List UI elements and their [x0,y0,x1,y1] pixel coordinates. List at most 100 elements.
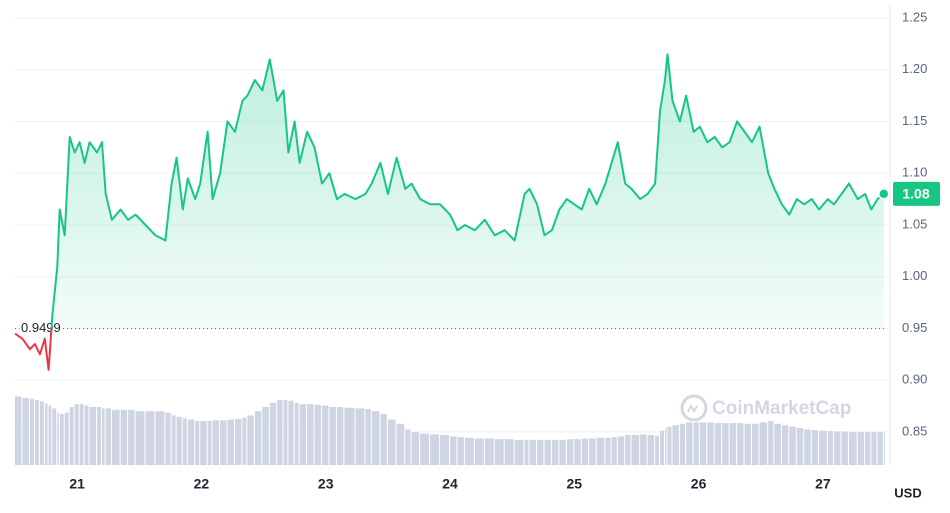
x-tick-label: 24 [442,476,458,492]
volume-bar [841,431,848,465]
volume-bar [524,439,529,465]
volume-bar [105,408,111,465]
volume-bar [44,403,48,465]
volume-bar [865,432,871,465]
volume-bar [39,401,44,465]
volume-bar [102,408,105,465]
volume-bar [504,439,514,465]
volume-bar [640,434,647,465]
x-tick-label: 25 [566,476,582,492]
volume-bar [269,402,277,465]
price-tag-label: 1.08 [902,186,929,202]
volume-bar [529,439,536,465]
volume-bar [135,411,145,465]
volume-bar [605,437,611,465]
volume-bar [242,417,247,465]
volume-bar [171,415,176,465]
volume-bar [314,404,321,465]
volume-bar [396,423,405,465]
volume-bar [254,411,262,465]
volume-bar [182,418,187,465]
y-tick-label: 1.05 [902,216,927,231]
volume-bar [97,407,101,465]
volume-bar [79,404,84,465]
x-tick-label: 27 [815,476,831,492]
volume-bar [283,400,288,465]
volume-bar [145,411,155,465]
volume-bar [857,432,865,465]
volume-bar [344,407,355,465]
volume-bar [288,400,294,465]
volume-bar [74,404,79,465]
volume-bar [617,436,625,465]
volume-bar [365,409,371,465]
volume-bar [537,439,544,465]
volume-bar [329,407,336,465]
volume-bar [387,419,396,465]
unit-label: USD [894,485,921,500]
volume-bar [566,439,574,465]
volume-bar [64,412,69,465]
volume-bar [212,420,220,465]
volume-bar [759,422,768,465]
volume-bar [52,408,57,465]
volume-bar [559,439,566,465]
volume-bar [440,435,449,465]
volume-bar [207,421,212,465]
volume-bar [450,436,457,465]
volume-bar [574,439,581,465]
last-point [878,188,890,200]
volume-bar [299,404,307,465]
volume-bar [789,426,796,465]
y-tick-label: 0.85 [902,423,927,438]
volume-bar [796,428,804,465]
volume-bar [679,423,686,465]
volume-bar [596,437,605,465]
volume-bar [744,423,752,465]
x-tick-label: 22 [194,476,210,492]
volume-bar [804,429,811,465]
x-tick-label: 26 [691,476,707,492]
volume-bar [827,430,834,465]
volume-bar [294,402,299,465]
volume-bar [611,437,617,465]
volume-bar [234,418,242,465]
volume-bar [22,397,29,465]
volume-bar [405,429,411,465]
watermark: CoinMarketCap [680,394,851,422]
volume-bar [589,438,596,465]
volume-bar [819,430,827,465]
volume-bar [380,414,387,465]
volume-bar [581,438,589,465]
volume-bar [411,432,420,465]
volume-bar [155,411,165,465]
volume-bar [768,421,774,465]
volume-bar [686,422,693,465]
volume-bar [15,396,22,465]
volume-bar [871,432,877,465]
volume-bar [660,430,665,465]
volume-bar [774,423,781,465]
volume-bar [781,425,789,465]
volume-bar [176,416,182,465]
volume-bar [128,409,135,465]
volume-bar [714,423,722,465]
y-tick-label: 1.25 [902,9,927,24]
volume-bar [187,419,195,465]
volume-bar [544,439,551,465]
volume-bar [307,404,314,465]
y-tick-label: 1.00 [902,268,927,283]
volume-bar [355,408,365,465]
volume-bar [699,422,707,465]
volume-bar [811,430,819,465]
volume-bar [729,423,737,465]
volume-bar [69,407,74,465]
volume-bar [647,435,655,465]
volume-bar [722,423,729,465]
volume-bar [277,400,283,465]
volume-bar [655,435,660,465]
volume-bar [220,420,227,465]
volume-bar [321,405,329,465]
volume-bar [120,409,128,465]
volume-bar [834,431,841,465]
